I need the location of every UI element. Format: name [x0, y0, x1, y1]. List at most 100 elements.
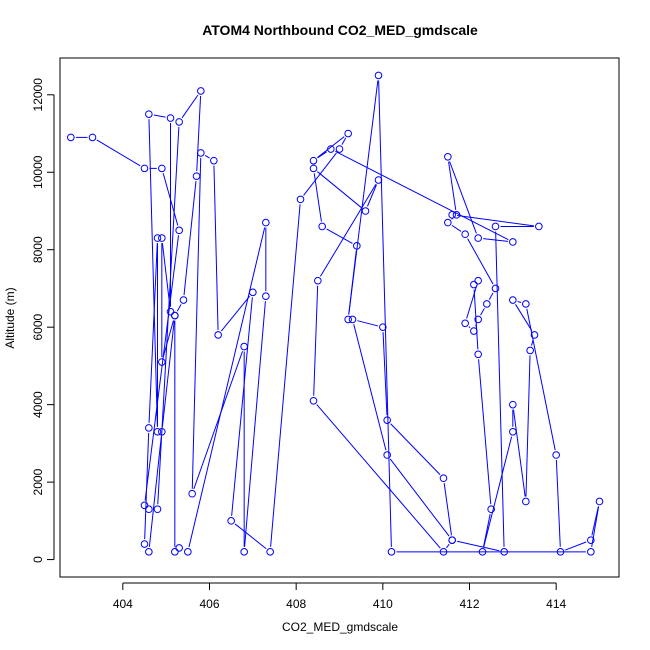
data-point [509, 400, 517, 409]
series-segment [220, 295, 251, 332]
data-point [556, 548, 565, 556]
data-point [262, 292, 270, 300]
series-segment [161, 243, 171, 307]
x-axis: 404 406 408 410 412 414 [113, 582, 566, 611]
data-point [249, 288, 257, 297]
data-point [470, 280, 478, 289]
data-point [145, 424, 153, 432]
data-point [296, 195, 305, 204]
data-point [522, 497, 530, 506]
x-tick-label: 406 [199, 597, 219, 611]
x-tick-label: 408 [286, 597, 306, 611]
y-axis-title: Altitude (m) [3, 287, 17, 348]
data-point [266, 548, 274, 556]
series-segment [446, 543, 450, 549]
series-segment [348, 250, 357, 315]
series-segment [317, 171, 362, 209]
series-segment [317, 136, 345, 158]
series-segment [513, 409, 526, 497]
series-segment [148, 436, 162, 547]
data-point [309, 396, 318, 405]
series-segment [517, 301, 522, 303]
data-point [140, 540, 149, 548]
series-segment [564, 541, 587, 551]
series-segment [213, 165, 219, 330]
data-point [210, 156, 218, 165]
data-point [461, 230, 469, 239]
data-point [383, 416, 391, 424]
data-point [374, 71, 383, 80]
series-segment [204, 155, 210, 159]
data-point [500, 548, 508, 556]
data-point [145, 110, 153, 118]
series-segment [449, 161, 477, 234]
data-point [192, 172, 201, 180]
series-segment [148, 243, 158, 423]
data-point [175, 118, 183, 126]
series-segment [326, 228, 353, 244]
series-segment [181, 94, 199, 119]
data-point [587, 536, 595, 545]
series-segment [144, 235, 180, 501]
data-point [197, 149, 205, 157]
series-segment [183, 181, 197, 296]
y-tick-label: 0 [31, 556, 45, 563]
x-tick-label: 404 [113, 597, 133, 611]
y-axis: 0 2000 4000 6000 8000 10000 12000 [31, 78, 55, 563]
data-point [379, 323, 387, 331]
data-point [171, 311, 179, 320]
x-tick-label: 412 [459, 597, 479, 611]
data-point [179, 296, 188, 304]
x-axis-title: CO2_MED_gmdscale [282, 620, 398, 634]
series-segment [443, 483, 452, 536]
data-point [509, 296, 517, 304]
data-point [171, 548, 179, 556]
data-point [188, 489, 196, 498]
data-point [214, 331, 222, 339]
data-point [240, 548, 248, 556]
data-point [448, 536, 456, 545]
series-segment [466, 285, 478, 319]
series-segment [176, 304, 182, 312]
data-point [353, 242, 361, 250]
series-segment [451, 224, 462, 232]
data-point [318, 222, 326, 231]
data-point [158, 427, 166, 436]
series-segment [161, 320, 175, 427]
series-layer [67, 71, 604, 556]
data-point [153, 427, 162, 436]
data-point [145, 548, 153, 556]
data-point [158, 234, 166, 242]
series-segment [193, 351, 243, 490]
data-point [474, 350, 482, 359]
series-segment [448, 161, 457, 210]
series-segment [366, 184, 378, 207]
series-segment [591, 506, 600, 547]
series-segment [457, 215, 534, 227]
series-segment [456, 540, 500, 552]
series-segment [357, 320, 379, 327]
data-point [262, 218, 270, 227]
series-segment [317, 151, 327, 159]
series-segment [389, 458, 450, 537]
series-segment [153, 114, 166, 118]
series-segment [196, 95, 202, 172]
data-point [374, 176, 383, 184]
series-segment [468, 326, 471, 329]
data-point [491, 284, 500, 293]
series-segment [270, 204, 301, 547]
data-point [145, 505, 153, 514]
data-point [461, 319, 469, 328]
data-point [335, 145, 344, 153]
series-segment [390, 423, 441, 475]
data-point [309, 156, 318, 165]
series-segment [473, 289, 479, 350]
data-point [452, 211, 461, 219]
data-point [344, 129, 352, 138]
series-segment [148, 119, 158, 427]
data-point [184, 548, 192, 556]
data-point [509, 427, 517, 436]
data-point [387, 548, 396, 556]
data-point [140, 501, 149, 510]
